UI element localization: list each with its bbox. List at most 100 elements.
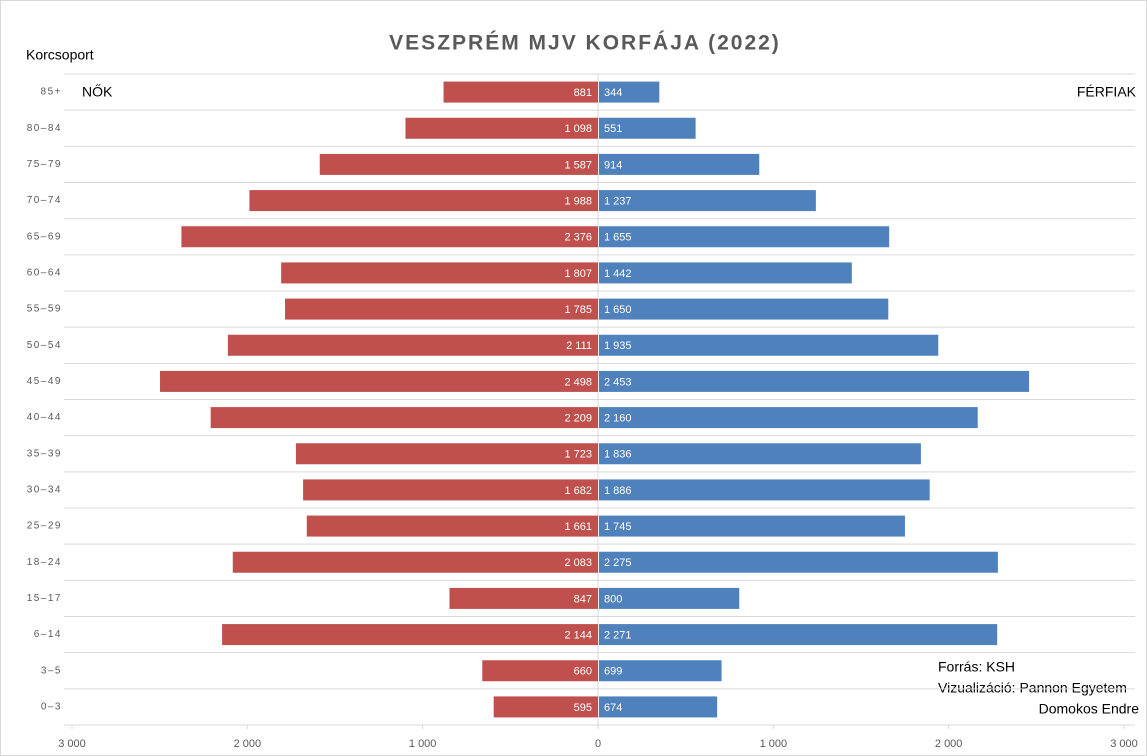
bar — [281, 262, 598, 284]
y-tick-label: 45–49 — [27, 376, 62, 387]
value-label: 1 886 — [604, 485, 632, 497]
y-tick-label: 6–14 — [34, 629, 62, 640]
y-tick-label: 85+ — [41, 87, 62, 98]
bar — [599, 624, 998, 646]
value-label: 2 144 — [564, 629, 592, 641]
value-label: 1 785 — [564, 304, 592, 316]
y-tick-label: 50–54 — [27, 340, 62, 351]
y-tick-label: 60–64 — [27, 268, 62, 279]
value-label: 800 — [604, 593, 622, 605]
value-label: 1 587 — [564, 159, 592, 171]
value-label: 1 988 — [564, 195, 592, 207]
value-label: 847 — [574, 593, 592, 605]
value-label: 699 — [604, 666, 622, 678]
note: Forrás: KSH — [938, 659, 1015, 675]
note: Domokos Endre — [1039, 701, 1140, 717]
bar — [227, 334, 598, 356]
bar — [599, 479, 930, 501]
value-label: 2 498 — [564, 376, 592, 388]
value-label: 1 650 — [604, 304, 632, 316]
y-tick-label: 80–84 — [27, 123, 62, 134]
value-label: 1 237 — [604, 195, 632, 207]
y-tick-label: 70–74 — [27, 195, 62, 206]
bar — [599, 262, 852, 284]
bar — [599, 515, 905, 537]
y-tick-label: 0–3 — [41, 702, 62, 713]
bar — [599, 117, 696, 139]
bar — [599, 153, 760, 175]
y-tick-label: 40–44 — [27, 412, 62, 423]
y-tick-label: 75–79 — [27, 159, 62, 170]
bar — [306, 515, 598, 537]
y-tick-label: 25–29 — [27, 521, 62, 532]
bar — [210, 407, 598, 429]
value-label: 1 723 — [564, 449, 592, 461]
value-label: 881 — [574, 87, 592, 99]
y-tick-label: 3–5 — [41, 665, 62, 676]
y-axis-label: Korcsoport — [26, 47, 94, 63]
bar — [319, 153, 598, 175]
y-tick-label: 35–39 — [27, 448, 62, 459]
bar — [443, 81, 598, 103]
value-label: 1 682 — [564, 485, 592, 497]
bar — [599, 660, 722, 682]
legend-men: FÉRFIAK — [1077, 84, 1137, 100]
value-label: 914 — [604, 159, 622, 171]
value-label: 1 655 — [604, 232, 632, 244]
value-label: 2 453 — [604, 376, 632, 388]
value-label: 2 376 — [564, 232, 592, 244]
bar — [493, 696, 598, 718]
value-label: 660 — [574, 666, 592, 678]
bar — [222, 624, 598, 646]
value-label: 2 275 — [604, 557, 632, 569]
value-label: 1 836 — [604, 449, 632, 461]
value-label: 1 442 — [604, 268, 632, 280]
value-label: 344 — [604, 87, 622, 99]
bar — [599, 551, 998, 573]
bar — [405, 117, 598, 139]
y-tick-label: 15–17 — [27, 593, 62, 604]
value-label: 674 — [604, 702, 622, 714]
x-tick-label: 3 000 — [58, 738, 86, 750]
value-label: 1 661 — [564, 521, 592, 533]
value-label: 2 271 — [604, 629, 632, 641]
bar — [482, 660, 598, 682]
value-label: 1 807 — [564, 268, 592, 280]
value-label: 2 160 — [604, 412, 632, 424]
bar — [599, 370, 1030, 392]
x-tick-label: 1 000 — [760, 738, 788, 750]
value-label: 1 745 — [604, 521, 632, 533]
value-label: 595 — [574, 702, 592, 714]
bar — [599, 334, 939, 356]
x-tick-label: 3 000 — [1110, 738, 1138, 750]
legend-women: NŐK — [82, 84, 113, 100]
note: Vizualizáció: Pannon Egyetem — [938, 680, 1127, 696]
x-tick-label: 1 000 — [409, 738, 437, 750]
bar — [599, 190, 816, 212]
bar — [599, 298, 889, 320]
bar — [181, 226, 598, 248]
bar — [303, 479, 598, 501]
value-label: 1 098 — [564, 123, 592, 135]
bar — [285, 298, 598, 320]
bar — [599, 587, 740, 609]
bar — [249, 190, 599, 212]
bar — [295, 443, 598, 465]
bar — [599, 81, 660, 103]
bar — [599, 407, 978, 429]
value-label: 2 083 — [564, 557, 592, 569]
value-label: 551 — [604, 123, 622, 135]
bar — [232, 551, 598, 573]
value-label: 1 935 — [604, 340, 632, 352]
bar — [599, 696, 718, 718]
y-tick-label: 55–59 — [27, 304, 62, 315]
bar — [599, 443, 921, 465]
x-tick-label: 2 000 — [935, 738, 963, 750]
bar — [599, 226, 890, 248]
chart-title: VESZPRÉM MJV KORFÁJA (2022) — [389, 32, 781, 55]
x-tick-label: 0 — [595, 738, 601, 750]
y-tick-label: 18–24 — [27, 557, 62, 568]
x-tick-label: 2 000 — [234, 738, 262, 750]
bar — [160, 370, 598, 392]
